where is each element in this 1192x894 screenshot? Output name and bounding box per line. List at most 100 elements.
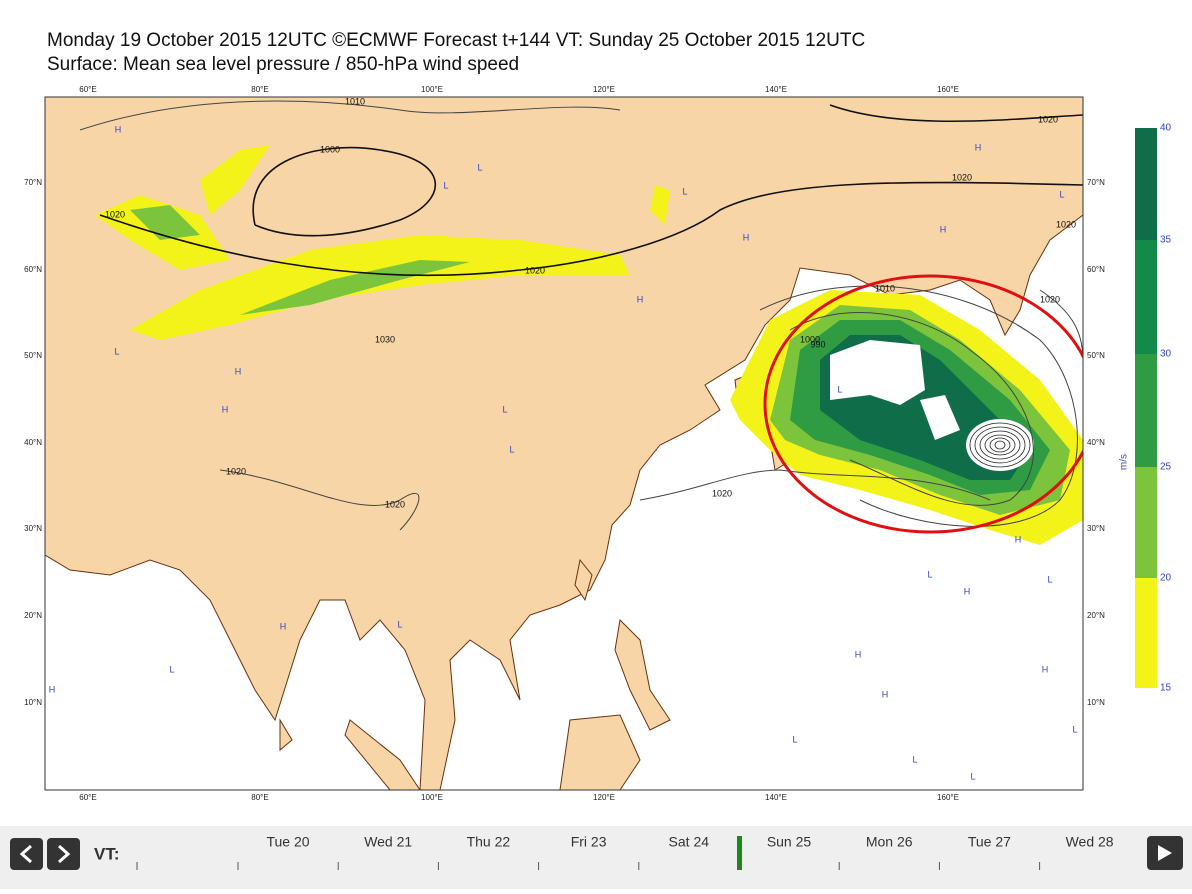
title: Monday 19 October 2015 12UTC ©ECMWF Fore… [47,30,865,51]
pressure-center: H [637,294,644,304]
timeline-day[interactable]: Fri 23 [571,834,607,850]
pressure-center: L [927,569,932,579]
pressure-center: L [477,162,482,172]
timeline-label: VT: [94,844,120,863]
colorbar-swatch [1135,240,1157,354]
pressure-center: L [837,384,842,394]
pressure-center: L [1072,724,1077,734]
pressure-center: L [682,186,687,196]
lat-label: 60°N [24,265,42,274]
lon-label: 80°E [251,85,268,94]
current-marker [737,836,742,870]
pressure-center: L [169,664,174,674]
timeline-day[interactable]: Sat 24 [669,834,710,850]
isobar-label: 1020 [226,466,246,476]
lat-label: 20°N [1087,611,1105,620]
next-icon [58,844,71,864]
pressure-center: H [235,366,242,376]
isobar-label: 1020 [105,209,125,219]
colorbar-swatch [1135,467,1157,578]
taiwan [574,558,593,602]
pressure-center: H [855,649,862,659]
lat-label: 40°N [24,438,42,447]
lat-label: 70°N [24,178,42,187]
pressure-center: L [1059,189,1064,199]
pressure-center: L [502,404,507,414]
isobar-label: 1010 [875,283,895,293]
timeline-day[interactable]: Tue 27 [968,834,1011,850]
lat-label: 60°N [1087,265,1105,274]
pressure-center: L [792,734,797,744]
play-icon [1158,845,1172,861]
lon-label: 160°E [937,793,959,802]
isobar-label: 1000 [800,334,820,344]
pressure-center: H [964,586,971,596]
lon-label: 140°E [765,85,787,94]
isobar-label: 1030 [375,334,395,344]
borneo [559,714,641,790]
colorbar-swatch [1135,354,1157,467]
timeline-day[interactable]: Wed 21 [364,834,412,850]
pressure-center: H [280,621,287,631]
pressure-center: L [1047,574,1052,584]
pressure-center: L [912,754,917,764]
isobar-label: 1020 [385,499,405,509]
pressure-center: H [940,224,947,234]
lat-label: 40°N [1087,438,1105,447]
timeline-day[interactable]: Thu 22 [467,834,511,850]
timeline-bg [0,826,1192,889]
colorbar-label: 15 [1160,683,1172,694]
lon-label: 160°E [937,85,959,94]
isobar-label: 1020 [1040,294,1060,304]
lon-label: 140°E [765,793,787,802]
storm-isobars [969,422,1031,468]
pressure-center: H [115,124,122,134]
timeline-day[interactable]: Mon 26 [866,834,913,850]
prev-icon [19,844,32,864]
isobar-label: 1010 [345,96,365,106]
isobar-label: 1000 [320,144,340,154]
map-frame [44,96,1084,791]
pressure-center: H [222,404,229,414]
isobar-label: 1020 [1056,219,1076,229]
lat-label: 20°N [24,611,42,620]
next-button[interactable] [47,838,80,870]
lat-label: 70°N [1087,178,1105,187]
pressure-center: L [114,346,119,356]
isobar-label: 1020 [1038,114,1058,124]
lat-label: 50°N [24,351,42,360]
lat-label: 50°N [1087,351,1105,360]
timeline-day[interactable]: Tue 20 [266,834,309,850]
pressure-center: H [1015,534,1022,544]
prev-button[interactable] [10,838,43,870]
pressure-center: H [743,232,750,242]
sri-lanka [279,718,293,752]
pressure-center: H [882,689,889,699]
lon-label: 100°E [421,85,443,94]
timeline: VT: [0,826,1192,889]
lat-label: 30°N [24,524,42,533]
lon-label: 120°E [593,85,615,94]
pressure-center: H [1042,664,1049,674]
colorbar-label: 20 [1160,573,1172,584]
isobar-label: 1020 [952,172,972,182]
timeline-day[interactable]: Sun 25 [767,834,812,850]
pressure-center: H [975,142,982,152]
colorbar-label: 35 [1160,235,1172,246]
sumatra [344,719,421,790]
isobars [79,100,1083,531]
lat-label: 10°N [1087,698,1105,707]
timeline-day[interactable]: Wed 28 [1066,834,1114,850]
colorbar: m/s [1119,128,1157,688]
colorbar-swatch [1135,128,1157,240]
lon-label: 60°E [79,85,96,94]
lon-label: 120°E [593,793,615,802]
colorbar-label: 25 [1160,462,1172,473]
lon-label: 60°E [79,793,96,802]
philippines [614,618,671,731]
colorbar-label: 40 [1160,123,1172,134]
pressure-center: L [970,771,975,781]
pressure-center: L [443,180,448,190]
highlight-ellipse [763,274,1083,534]
